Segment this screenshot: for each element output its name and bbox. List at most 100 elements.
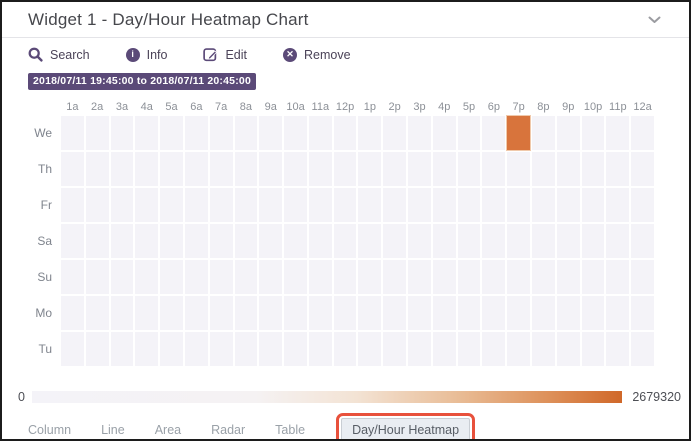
heatmap-cell[interactable]	[135, 332, 159, 366]
heatmap-cell[interactable]	[581, 152, 605, 186]
heatmap-cell[interactable]	[209, 260, 233, 294]
heatmap-cell[interactable]	[85, 224, 109, 258]
heatmap-cell[interactable]	[532, 224, 555, 258]
heatmap-cell[interactable]	[209, 152, 233, 186]
heatmap-cell[interactable]	[532, 152, 555, 186]
heatmap-cell[interactable]	[135, 260, 159, 294]
heatmap-cell[interactable]	[581, 224, 605, 258]
heatmap-cell[interactable]	[184, 296, 208, 330]
tab-table[interactable]: Table	[275, 423, 306, 437]
heatmap-cell[interactable]	[135, 188, 159, 222]
heatmap-cell[interactable]	[184, 332, 208, 366]
heatmap-cell[interactable]	[507, 152, 531, 186]
heatmap-cell[interactable]	[333, 332, 357, 366]
heatmap-cell[interactable]	[408, 260, 431, 294]
remove-button[interactable]: ✕ Remove	[283, 47, 351, 62]
heatmap-cell[interactable]	[160, 116, 183, 150]
heatmap-cell[interactable]	[482, 224, 506, 258]
heatmap-cell[interactable]	[333, 188, 357, 222]
heatmap-cell[interactable]	[160, 296, 183, 330]
heatmap-cell[interactable]	[259, 296, 283, 330]
tab-line[interactable]: Line	[101, 423, 125, 437]
heatmap-cell[interactable]	[383, 332, 407, 366]
heatmap-cell[interactable]	[110, 224, 134, 258]
heatmap-cell[interactable]	[184, 116, 208, 150]
heatmap-cell[interactable]	[259, 332, 283, 366]
heatmap-cell[interactable]	[581, 260, 605, 294]
heatmap-cell[interactable]	[284, 260, 307, 294]
heatmap-cell[interactable]	[135, 116, 159, 150]
heatmap-cell[interactable]	[408, 332, 431, 366]
heatmap-cell[interactable]	[432, 188, 456, 222]
heatmap-cell[interactable]	[358, 296, 382, 330]
heatmap-cell[interactable]	[135, 224, 159, 258]
heatmap-cell[interactable]	[358, 116, 382, 150]
heatmap-cell[interactable]	[556, 116, 580, 150]
heatmap-cell[interactable]	[234, 296, 258, 330]
heatmap-cell[interactable]	[284, 116, 307, 150]
heatmap-cell[interactable]	[110, 296, 134, 330]
heatmap-cell[interactable]	[184, 188, 208, 222]
heatmap-cell[interactable]	[308, 116, 332, 150]
heatmap-cell[interactable]	[284, 296, 307, 330]
heatmap-cell[interactable]	[209, 188, 233, 222]
heatmap-cell[interactable]	[581, 332, 605, 366]
heatmap-cell[interactable]	[284, 224, 307, 258]
heatmap-cell[interactable]	[308, 152, 332, 186]
heatmap-cell[interactable]	[408, 188, 431, 222]
heatmap-cell[interactable]	[110, 260, 134, 294]
heatmap-cell[interactable]	[308, 188, 332, 222]
heatmap-cell[interactable]	[209, 332, 233, 366]
heatmap-cell[interactable]	[333, 224, 357, 258]
heatmap-cell[interactable]	[85, 332, 109, 366]
heatmap-cell[interactable]	[556, 152, 580, 186]
heatmap-cell[interactable]	[61, 224, 84, 258]
heatmap-cell[interactable]	[160, 152, 183, 186]
heatmap-cell[interactable]	[184, 152, 208, 186]
heatmap-cell[interactable]	[160, 260, 183, 294]
heatmap-cell[interactable]	[284, 152, 307, 186]
info-button[interactable]: i Info	[125, 47, 167, 62]
heatmap-cell[interactable]	[110, 116, 134, 150]
heatmap-cell[interactable]	[135, 152, 159, 186]
heatmap-cell[interactable]	[234, 152, 258, 186]
heatmap-cell[interactable]	[408, 116, 431, 150]
heatmap-cell[interactable]	[482, 332, 506, 366]
chevron-down-icon[interactable]	[646, 14, 663, 26]
heatmap-cell[interactable]	[110, 152, 134, 186]
heatmap-cell[interactable]	[581, 116, 605, 150]
heatmap-cell[interactable]	[556, 332, 580, 366]
heatmap-cell[interactable]	[606, 152, 630, 186]
heatmap-cell[interactable]	[383, 188, 407, 222]
edit-button[interactable]: Edit	[203, 47, 247, 62]
heatmap-cell[interactable]	[308, 296, 332, 330]
heatmap-cell[interactable]	[457, 152, 481, 186]
heatmap-cell[interactable]	[606, 296, 630, 330]
heatmap-cell[interactable]	[408, 224, 431, 258]
heatmap-cell[interactable]	[333, 152, 357, 186]
heatmap-cell[interactable]	[631, 260, 654, 294]
heatmap-cell[interactable]	[432, 260, 456, 294]
heatmap-cell[interactable]	[532, 296, 555, 330]
heatmap-cell[interactable]	[507, 296, 531, 330]
heatmap-cell[interactable]	[383, 224, 407, 258]
heatmap-cell[interactable]	[432, 116, 456, 150]
heatmap-cell[interactable]	[631, 188, 654, 222]
heatmap-cell[interactable]	[284, 332, 307, 366]
heatmap-cell[interactable]	[209, 224, 233, 258]
heatmap-cell[interactable]	[457, 296, 481, 330]
heatmap-cell[interactable]	[606, 224, 630, 258]
heatmap-cell[interactable]	[507, 332, 531, 366]
heatmap-cell[interactable]	[234, 224, 258, 258]
heatmap-cell[interactable]	[234, 188, 258, 222]
heatmap-cell[interactable]	[482, 260, 506, 294]
heatmap-cell[interactable]	[556, 260, 580, 294]
heatmap-cell[interactable]	[631, 152, 654, 186]
heatmap-cell[interactable]	[383, 260, 407, 294]
heatmap-cell[interactable]	[308, 260, 332, 294]
heatmap-cell[interactable]	[556, 224, 580, 258]
tab-area[interactable]: Area	[154, 423, 182, 437]
heatmap-cell[interactable]	[333, 260, 357, 294]
heatmap-cell[interactable]	[631, 116, 654, 150]
heatmap-cell[interactable]	[85, 188, 109, 222]
